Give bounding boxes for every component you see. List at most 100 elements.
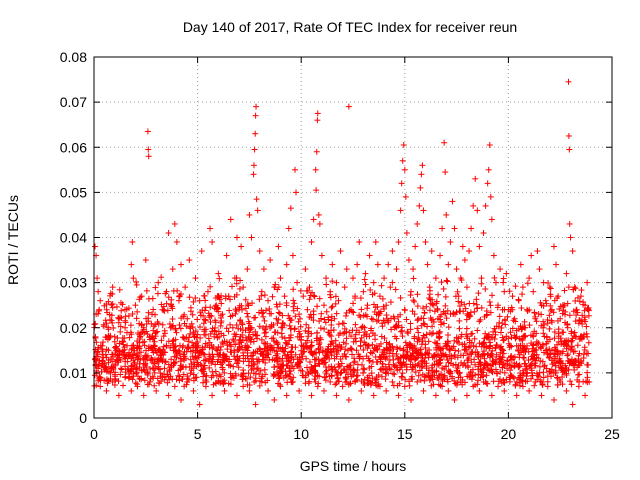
data-point-band — [260, 324, 267, 331]
data-point-band — [423, 331, 430, 338]
data-point-band — [262, 359, 269, 366]
data-point-band — [357, 343, 364, 350]
data-point-band — [533, 370, 540, 377]
x-tick-label: 20 — [501, 426, 517, 442]
data-point-band — [531, 309, 538, 316]
data-point-band — [539, 358, 546, 365]
data-point — [310, 216, 317, 223]
data-point — [395, 239, 402, 246]
data-point-band — [538, 311, 545, 318]
data-point-band — [152, 284, 159, 291]
data-point-band — [260, 313, 267, 320]
data-point — [132, 302, 139, 309]
data-point — [229, 324, 236, 331]
data-point-band — [251, 361, 258, 368]
data-point-band — [475, 371, 482, 378]
data-point-band — [233, 280, 240, 287]
data-point-band — [200, 292, 207, 299]
data-point-band — [425, 338, 432, 345]
data-point — [511, 315, 518, 322]
data-point-band — [278, 324, 285, 331]
y-tick-label: 0.01 — [60, 365, 87, 381]
y-tick-labels: 0 0.01 0.02 0.03 0.04 0.05 0.06 0.07 0.08 — [60, 49, 87, 426]
data-point-band — [199, 379, 206, 386]
data-point — [362, 270, 369, 277]
data-point — [246, 211, 253, 218]
data-point — [565, 78, 572, 85]
data-point — [207, 225, 214, 232]
data-point-band — [489, 369, 496, 376]
data-point — [538, 392, 545, 399]
data-point — [563, 270, 570, 277]
data-point — [339, 320, 346, 327]
data-point-band — [492, 331, 499, 338]
data-point-band — [444, 278, 451, 285]
data-point-band — [242, 296, 249, 303]
data-point — [422, 239, 429, 246]
data-point — [122, 374, 129, 381]
data-point — [115, 392, 122, 399]
data-point-band — [410, 275, 417, 282]
data-point-band — [178, 363, 185, 370]
data-point-band — [568, 381, 575, 388]
data-point-band — [406, 382, 413, 389]
data-point — [486, 141, 493, 148]
data-point-band — [361, 276, 368, 283]
data-point-band — [408, 356, 415, 363]
data-point-band — [100, 339, 107, 346]
data-point-band — [334, 375, 341, 382]
data-point — [439, 225, 446, 232]
data-point-band — [362, 281, 369, 288]
data-point — [567, 234, 574, 241]
data-point — [370, 392, 377, 399]
data-point-band — [380, 353, 387, 360]
data-point-band — [279, 334, 286, 341]
data-point-band — [435, 351, 442, 358]
data-point-band — [456, 317, 463, 324]
data-point — [482, 202, 489, 209]
data-point-band — [145, 295, 152, 302]
data-point — [393, 266, 400, 273]
data-point-band — [164, 307, 171, 314]
data-point-band — [358, 334, 365, 341]
data-point — [283, 392, 290, 399]
data-point-band — [456, 325, 463, 332]
data-point-band — [151, 343, 158, 350]
data-point-band — [165, 294, 172, 301]
data-point — [178, 261, 185, 268]
data-point — [437, 252, 444, 259]
data-point-band — [578, 287, 585, 294]
data-point-band — [350, 309, 357, 316]
data-point — [389, 378, 396, 385]
data-point-band — [189, 311, 196, 318]
data-point — [449, 198, 456, 205]
data-point — [544, 383, 551, 390]
data-point-band — [443, 353, 450, 360]
data-point-band — [369, 341, 376, 348]
data-point-band — [392, 286, 399, 293]
data-point-band — [414, 303, 421, 310]
data-point-band — [343, 378, 350, 385]
data-point — [294, 279, 301, 286]
data-point-band — [105, 298, 112, 305]
data-point-band — [267, 324, 274, 331]
data-point — [442, 169, 449, 176]
data-point-band — [335, 321, 342, 328]
data-point-band — [540, 330, 547, 337]
data-point — [584, 279, 591, 286]
data-point-band — [412, 355, 419, 362]
data-point-band — [482, 285, 489, 292]
data-point — [178, 396, 185, 403]
data-point-band — [92, 335, 99, 342]
data-point — [490, 252, 497, 259]
data-point-band — [329, 303, 336, 310]
data-point-band — [317, 325, 324, 332]
data-point — [145, 153, 152, 160]
data-point-band — [574, 342, 581, 349]
data-point-band — [239, 376, 246, 383]
data-point-band — [186, 294, 193, 301]
data-point-band — [151, 369, 158, 376]
data-point-band — [412, 369, 419, 376]
data-point — [495, 383, 502, 390]
